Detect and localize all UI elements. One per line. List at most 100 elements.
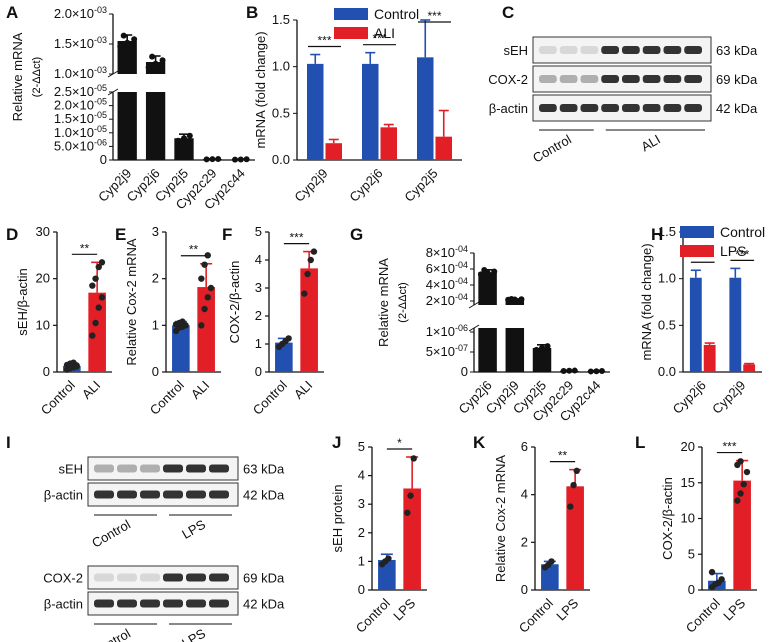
- x-tick-label: ALI: [188, 378, 212, 402]
- x-tick-label: Control: [147, 377, 187, 417]
- blot-band: [94, 573, 114, 582]
- tick-label: 2.0×10-03: [54, 5, 107, 21]
- y-tick-label: 20: [681, 439, 695, 454]
- blot-band: [186, 464, 206, 473]
- bar-cyp2j5: [174, 138, 194, 160]
- data-point: [734, 497, 741, 504]
- data-point: [285, 335, 292, 342]
- y-tick-label: 0: [358, 582, 365, 597]
- bar-cyp2j9-lower: [117, 92, 137, 160]
- data-point: [491, 268, 498, 275]
- data-point: [145, 64, 152, 71]
- panel-letter-I: I: [6, 433, 11, 452]
- data-point: [404, 509, 411, 516]
- tick-label: 5.0×10-06: [54, 137, 107, 153]
- data-point: [131, 36, 138, 43]
- bar-control: [172, 325, 190, 372]
- y-tick-label: 4: [255, 252, 262, 267]
- blot-kda: 42 kDa: [243, 488, 285, 503]
- y-tick-label: 10: [681, 511, 695, 526]
- panel-E: 0 1 2 3 Relative Cox-2 mRNA Control ALI **: [124, 224, 221, 418]
- blot-band: [684, 104, 702, 112]
- y-axis-label: Relative Cox-2 mRNA: [493, 455, 508, 582]
- data-point: [152, 60, 159, 67]
- data-point: [570, 481, 577, 489]
- tick-label: 1.0×10-05: [54, 124, 107, 140]
- y-tick-label: 0: [688, 582, 695, 597]
- y-tick-label: 3: [152, 224, 159, 239]
- y-tick-label: 3: [255, 280, 262, 295]
- sig-label: **: [80, 241, 90, 255]
- y-tick-label: 0: [152, 364, 159, 379]
- bar-control: [378, 559, 396, 590]
- data-point: [548, 558, 555, 565]
- data-point: [304, 270, 311, 278]
- tick-label: 2×10-04: [426, 292, 468, 308]
- bar-control-cyp2j6: [689, 277, 702, 372]
- blot-band: [94, 599, 114, 608]
- bar-ali-cyp2j9: [325, 143, 342, 160]
- data-point: [73, 362, 80, 369]
- y-tick-label: 5: [255, 224, 262, 239]
- y-tick-label: 4: [521, 487, 528, 502]
- data-point: [544, 343, 551, 350]
- bar-lps-cyp2j9: [743, 364, 756, 372]
- panel-letter-L: L: [635, 433, 645, 452]
- blot-band: [580, 46, 599, 54]
- x-tick-label: Control: [516, 595, 556, 635]
- blot-band: [663, 46, 682, 54]
- data-point: [92, 275, 99, 282]
- data-point: [95, 263, 102, 271]
- data-point: [593, 368, 600, 375]
- blot-band: [163, 599, 183, 608]
- blot-band: [559, 46, 578, 54]
- data-point: [307, 256, 314, 264]
- sig-label: ***: [722, 440, 736, 454]
- y-tick-label: 10: [36, 317, 50, 332]
- blot-band: [140, 573, 160, 582]
- y-tick-label: 2: [152, 271, 159, 286]
- axis-break: [468, 324, 480, 332]
- tick-label: 1×10-06: [426, 323, 468, 339]
- y-tick-label: 0: [255, 364, 262, 379]
- label: 0: [100, 152, 107, 167]
- tick-label: 1.0×10-03: [54, 65, 107, 81]
- bar-lps: [566, 486, 584, 590]
- data-point: [89, 332, 96, 339]
- sig-label: ***: [427, 9, 441, 23]
- blot-band: [163, 464, 183, 473]
- bar-cyp2j9-upper: [117, 41, 137, 74]
- data-point: [149, 53, 156, 60]
- data-point: [539, 345, 545, 351]
- blot-band: [209, 464, 229, 473]
- panel-F: 0 1 2 3 4 5 COX-2/β-actin Control ALI ***: [227, 224, 324, 418]
- panel-letter-E: E: [115, 225, 126, 244]
- data-point: [204, 294, 211, 301]
- bar-lps: [733, 480, 751, 590]
- data-point: [598, 367, 605, 374]
- bar-cyp2j6-upper: [478, 272, 497, 305]
- blot-label: COX-2: [488, 72, 528, 87]
- legend-label: Control: [374, 6, 419, 22]
- data-point: [175, 137, 182, 144]
- sig-label: ***: [372, 32, 386, 46]
- y-tick-label: 1.0: [272, 59, 290, 74]
- x-tick-label: ALI: [79, 378, 103, 402]
- y-tick-label: 0.0: [658, 364, 676, 379]
- data-point: [120, 32, 127, 39]
- y-tick-label: 30: [36, 224, 50, 239]
- blot-band: [140, 490, 160, 499]
- data-point: [181, 135, 187, 142]
- y-tick-label: 2: [255, 308, 262, 323]
- data-point: [508, 296, 515, 303]
- blot-band: [580, 75, 599, 83]
- data-point: [407, 492, 414, 499]
- data-point: [718, 576, 725, 583]
- tick-label: 2.5×10-05: [54, 83, 107, 99]
- panel-letter-K: K: [473, 433, 486, 452]
- blot-band: [163, 573, 183, 582]
- data-point: [95, 304, 102, 311]
